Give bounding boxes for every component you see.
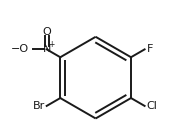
Text: +: + xyxy=(48,40,55,50)
Text: F: F xyxy=(146,44,153,54)
Text: Br: Br xyxy=(33,101,45,111)
Text: O: O xyxy=(42,27,51,37)
Text: −O: −O xyxy=(11,44,29,54)
Text: Cl: Cl xyxy=(146,101,157,111)
Text: N: N xyxy=(43,44,51,54)
